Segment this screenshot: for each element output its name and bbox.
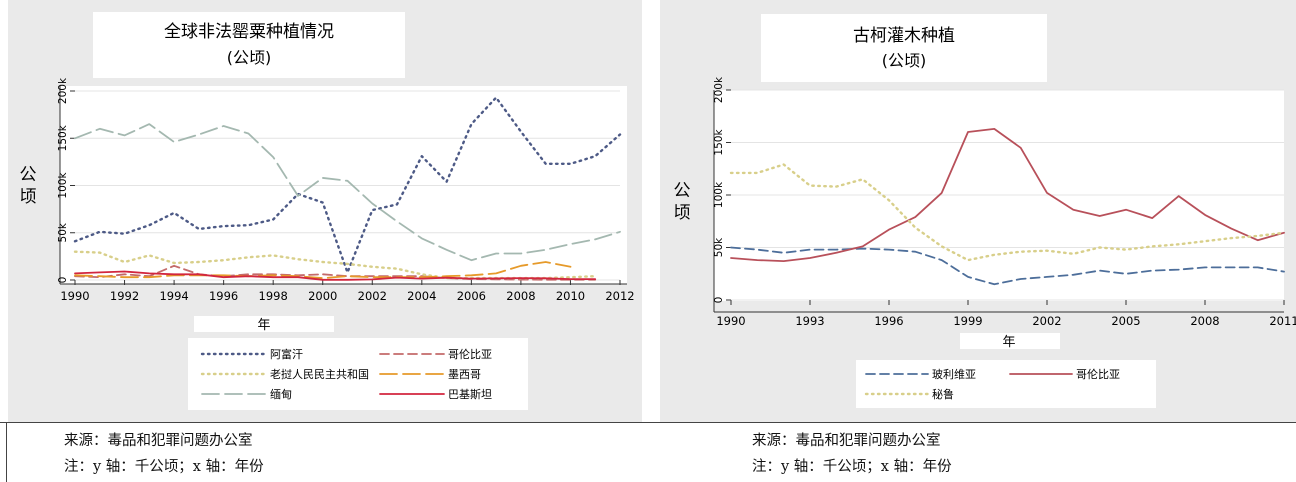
left-x-tick-label: 2004 bbox=[407, 289, 436, 303]
coca-chart-title: 古柯灌木种植 bbox=[853, 26, 955, 46]
left-x-tick-label: 1990 bbox=[60, 289, 89, 303]
poppy-x-ticks: 1990 1992 1994 1996 1998 2000 2002 2004 2006 2008… bbox=[60, 280, 635, 303]
poppy-chart-title-box bbox=[93, 12, 405, 78]
right-source-note: 来源：毒品和犯罪问题办公室 bbox=[752, 433, 941, 449]
right-axis-note: 注：y 轴：千公顷；x 轴：年份 bbox=[752, 459, 952, 475]
left-x-tick-label: 2010 bbox=[556, 289, 585, 303]
right-y-tick-label: 150k bbox=[713, 129, 725, 156]
coca-chart-subtitle: (公顷) bbox=[882, 51, 927, 70]
left-x-tick-label: 1992 bbox=[110, 289, 139, 303]
poppy-x-label-box bbox=[194, 316, 334, 332]
left-x-tick-label: 2006 bbox=[457, 289, 486, 303]
left-y-tick-label: 100k bbox=[57, 172, 69, 199]
left-series-line-3 bbox=[74, 261, 572, 280]
poppy-chart-subtitle: (公顷) bbox=[227, 48, 272, 67]
left-legend-label: 墨西哥 bbox=[448, 368, 481, 381]
right-x-tick-label: 2002 bbox=[1032, 314, 1061, 328]
coca-x-label-box bbox=[960, 333, 1060, 349]
right-legend-label: 玻利维亚 bbox=[932, 368, 976, 381]
left-legend-label: 哥伦比亚 bbox=[448, 347, 492, 361]
left-y-tick-label: 200k bbox=[57, 77, 69, 104]
right-x-tick-label: 1999 bbox=[953, 314, 982, 328]
left-y-tick-label: 50k bbox=[57, 222, 69, 242]
left-x-tick-label: 2012 bbox=[605, 289, 634, 303]
right-x-tick-label: 2005 bbox=[1111, 314, 1140, 328]
left-x-tick-label: 2008 bbox=[506, 289, 535, 303]
right-legend-label: 秘鲁 bbox=[932, 387, 954, 401]
right-y-tick-label: 100k bbox=[713, 181, 725, 208]
left-series-line-5 bbox=[74, 270, 597, 281]
coca-chart-panel: 古柯灌木种植 (公顷) 0 50k 100k 150k 200k 1990 1993 199… bbox=[660, 0, 1296, 422]
left-series-line-1 bbox=[74, 264, 597, 281]
notes-top-rule bbox=[0, 422, 1296, 423]
coca-gridlines bbox=[731, 89, 1284, 301]
left-x-tick-label: 2002 bbox=[358, 289, 387, 303]
left-y-tick-label: 150k bbox=[57, 124, 69, 151]
left-series-line-0 bbox=[73, 96, 622, 274]
coca-chart-title-box bbox=[761, 14, 1047, 82]
left-legend-label: 阿富汗 bbox=[270, 347, 303, 361]
poppy-chart-title: 全球非法罂粟种植情况 bbox=[164, 22, 334, 42]
notes-left-rule bbox=[6, 422, 7, 482]
poppy-chart-panel: 全球非法罂粟种植情况 (公顷) 0 50k 100k 150k 200k 1990 199… bbox=[8, 0, 642, 422]
left-legend-label: 巴基斯坦 bbox=[448, 387, 492, 401]
right-legend-label: 哥伦比亚 bbox=[1076, 367, 1120, 381]
left-legend-label: 老挝人民民主共和国 bbox=[270, 367, 369, 381]
right-series-line-2 bbox=[729, 163, 1286, 262]
coca-y-ticks: 0 50k 100k 150k 200k bbox=[713, 76, 731, 303]
right-series-line-0 bbox=[730, 246, 1285, 286]
poppy-series bbox=[73, 96, 622, 281]
left-series-line-4 bbox=[74, 123, 621, 262]
right-y-tick-label: 50k bbox=[713, 237, 725, 257]
right-series-line-1 bbox=[730, 127, 1285, 263]
left-legend-label: 缅甸 bbox=[270, 387, 292, 401]
right-x-tick-label: 2011 bbox=[1269, 314, 1296, 328]
right-y-tick-label: 0 bbox=[713, 297, 725, 304]
left-x-tick-label: 1996 bbox=[209, 289, 238, 303]
right-y-tick-label: 200k bbox=[713, 76, 725, 103]
left-source-note: 来源：毒品和犯罪问题办公室 bbox=[64, 433, 253, 449]
right-legend-box bbox=[856, 360, 1156, 408]
poppy-y-ticks: 0 50k 100k 150k 200k bbox=[57, 77, 75, 283]
left-x-tick-label: 2000 bbox=[308, 289, 337, 303]
left-y-tick-label: 0 bbox=[57, 277, 69, 284]
poppy-y-axis-label: 公顷 bbox=[20, 165, 37, 207]
coca-x-ticks: 1990 1993 1996 1999 2002 2005 2008 2011 bbox=[716, 300, 1296, 328]
right-x-tick-label: 1990 bbox=[716, 314, 745, 328]
coca-x-axis-label: 年 bbox=[1002, 335, 1015, 350]
coca-series bbox=[729, 127, 1286, 286]
left-x-tick-label: 1994 bbox=[159, 289, 188, 303]
right-x-tick-label: 2008 bbox=[1190, 314, 1219, 328]
left-axis-note: 注：y 轴：千公顷；x 轴：年份 bbox=[64, 459, 264, 475]
poppy-x-axis-label: 年 bbox=[257, 318, 270, 333]
left-x-tick-label: 1998 bbox=[259, 289, 288, 303]
right-x-tick-label: 1993 bbox=[795, 314, 824, 328]
right-x-tick-label: 1996 bbox=[874, 314, 903, 328]
coca-y-axis-label: 公顷 bbox=[674, 181, 691, 223]
